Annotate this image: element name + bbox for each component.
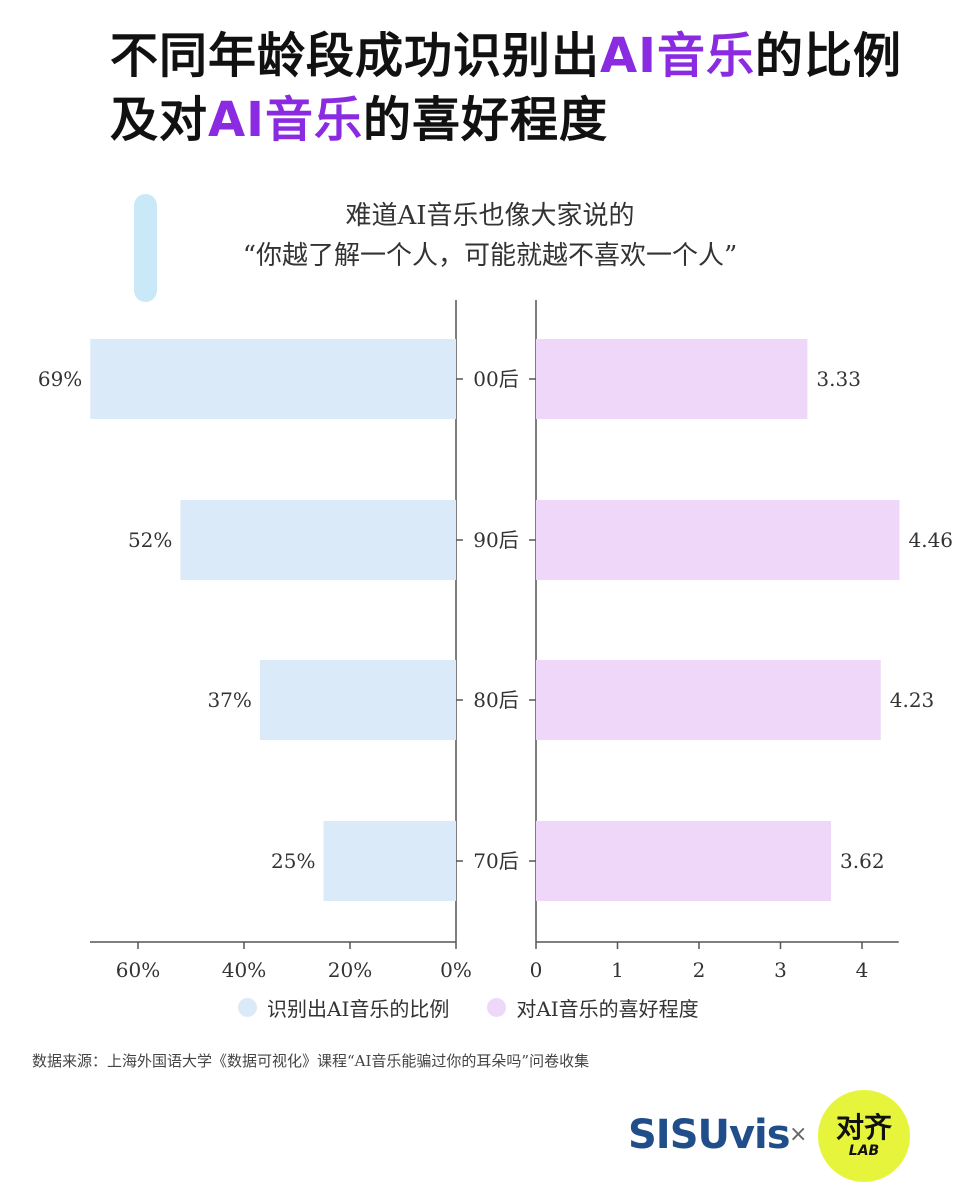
data-label-preference-2: 4.23	[890, 688, 935, 712]
bar-preference-3	[536, 821, 832, 901]
bar-recognition-0	[90, 339, 457, 419]
legend-swatch-recognition	[238, 998, 257, 1017]
category-label-1: 90后	[473, 528, 518, 552]
left-x-tick-label-0: 0%	[440, 958, 472, 982]
subtitle-line-1: 难道AI音乐也像大家说的	[345, 201, 635, 231]
subtitle-line-2: “你越了解一个人，可能就越不喜欢一个人”	[242, 241, 738, 271]
legend-item-preference: 对AI音乐的喜好程度	[487, 993, 699, 1022]
right-x-tick-label-1: 1	[611, 958, 624, 982]
data-label-preference-1: 4.46	[908, 528, 953, 552]
bar-preference-0	[536, 339, 808, 419]
data-label-preference-3: 3.62	[840, 849, 885, 873]
legend-label-preference: 对AI音乐的喜好程度	[516, 997, 699, 1021]
bar-recognition-2	[259, 660, 456, 740]
left-x-tick-label-3: 60%	[116, 958, 160, 982]
accent-pill	[134, 194, 157, 302]
data-label-preference-0: 3.33	[816, 367, 861, 391]
right-x-tick-label-0: 0	[530, 958, 543, 982]
category-label-3: 70后	[473, 849, 518, 873]
legend-label-recognition: 识别出AI音乐的比例	[267, 997, 450, 1021]
data-label-recognition-2: 37%	[207, 688, 251, 712]
category-label-2: 80后	[473, 688, 518, 712]
title-text: 的比例	[755, 28, 903, 84]
sisuvis-logo: SISUvis	[628, 1112, 791, 1158]
bar-recognition-3	[323, 821, 456, 901]
right-x-tick-label-4: 4	[856, 958, 869, 982]
title-line-1: 不同年龄段成功识别出AI音乐的比例	[110, 24, 902, 88]
data-label-recognition-1: 52%	[128, 528, 172, 552]
chart-legend: 识别出AI音乐的比例 对AI音乐的喜好程度	[238, 993, 737, 1022]
left-x-tick-label-1: 20%	[328, 958, 372, 982]
title-highlight: AI音乐	[208, 92, 364, 148]
title-line-2: 及对AI音乐的喜好程度	[110, 88, 902, 152]
lab-logo-cn: 对齐	[835, 1111, 892, 1144]
legend-item-recognition: 识别出AI音乐的比例	[238, 993, 449, 1022]
bar-preference-1	[536, 500, 900, 580]
times-sign: ×	[789, 1122, 808, 1147]
title-text: 及对	[110, 92, 209, 148]
bar-preference-2	[536, 660, 881, 740]
title-text: 不同年龄段成功识别出	[110, 28, 601, 84]
chart-subtitle: 难道AI音乐也像大家说的 “你越了解一个人，可能就越不喜欢一个人”	[160, 196, 820, 276]
bar-recognition-1	[180, 500, 456, 580]
right-x-tick-label-2: 2	[693, 958, 706, 982]
lab-logo-en: LAB	[848, 1143, 880, 1159]
data-label-recognition-0: 69%	[38, 367, 82, 391]
title-text: 的喜好程度	[363, 92, 609, 148]
right-x-tick-label-3: 3	[774, 958, 787, 982]
legend-swatch-preference	[487, 998, 507, 1017]
data-source-note: 数据来源：上海外国语大学《数据可视化》课程“AI音乐能骗过你的耳朵吗”问卷收集	[32, 1052, 590, 1070]
duiqi-lab-logo: 对齐 LAB	[818, 1090, 910, 1182]
category-label-0: 00后	[473, 367, 518, 391]
data-label-recognition-3: 25%	[271, 849, 315, 873]
title-highlight: AI音乐	[600, 28, 756, 84]
page-title: 不同年龄段成功识别出AI音乐的比例 及对AI音乐的喜好程度	[110, 24, 902, 152]
left-x-tick-label-2: 40%	[222, 958, 266, 982]
